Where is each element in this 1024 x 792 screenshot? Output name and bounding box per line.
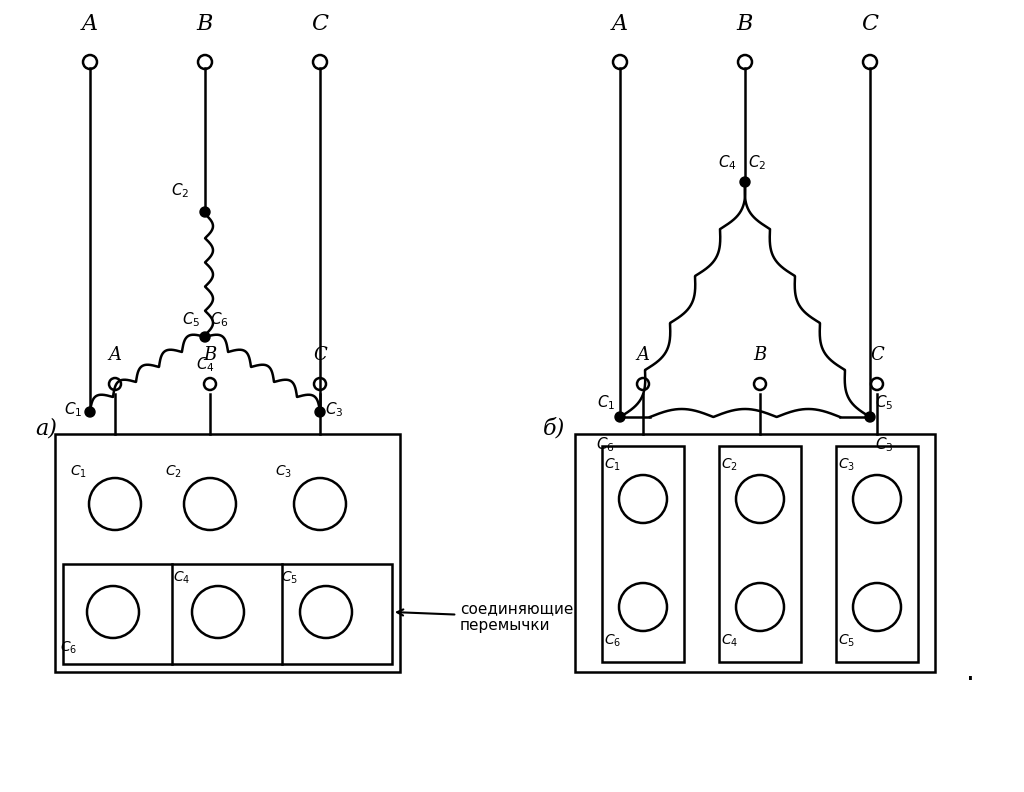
Text: A: A [109, 346, 122, 364]
Text: $C_6$: $C_6$ [60, 640, 77, 656]
Text: C: C [311, 13, 329, 35]
Text: $C_4$: $C_4$ [721, 633, 738, 649]
Text: B: B [754, 346, 767, 364]
Text: $C_3$: $C_3$ [874, 435, 894, 454]
Text: соединяющие
перемычки: соединяющие перемычки [397, 601, 573, 633]
Text: $C_1$: $C_1$ [70, 463, 87, 480]
Circle shape [200, 332, 210, 342]
Text: $C_2$: $C_2$ [748, 154, 766, 172]
Text: $C_2$: $C_2$ [721, 457, 738, 473]
Text: A: A [612, 13, 628, 35]
Circle shape [315, 407, 325, 417]
Text: $C_5$: $C_5$ [874, 394, 893, 412]
Text: б): б) [543, 417, 565, 439]
Text: $C_5$: $C_5$ [838, 633, 855, 649]
Bar [575, 434, 935, 672]
Circle shape [865, 412, 874, 422]
Bar [836, 446, 918, 662]
Bar [602, 446, 684, 662]
Bar [719, 446, 801, 662]
Text: A: A [82, 13, 98, 35]
Text: $C_5$: $C_5$ [281, 569, 298, 586]
Text: B: B [197, 13, 213, 35]
Circle shape [85, 407, 95, 417]
Text: B: B [737, 13, 754, 35]
Text: $C_3$: $C_3$ [274, 463, 292, 480]
Text: а): а) [35, 417, 57, 439]
Text: $C_1$: $C_1$ [597, 394, 615, 412]
Text: $C_1$: $C_1$ [63, 401, 82, 419]
Text: $C_6$: $C_6$ [604, 633, 622, 649]
Text: $C_4$: $C_4$ [196, 355, 214, 374]
Text: $C_4$: $C_4$ [718, 154, 737, 172]
Text: .: . [966, 658, 975, 686]
Text: $C_5$: $C_5$ [181, 310, 200, 329]
Circle shape [615, 412, 625, 422]
Bar [55, 434, 400, 672]
Text: $C_6$: $C_6$ [596, 435, 615, 454]
Text: $C_1$: $C_1$ [604, 457, 621, 473]
Text: B: B [204, 346, 217, 364]
Text: C: C [861, 13, 879, 35]
Text: $C_2$: $C_2$ [171, 181, 189, 200]
Text: $C_3$: $C_3$ [325, 401, 343, 419]
Text: $C_2$: $C_2$ [165, 463, 182, 480]
Circle shape [200, 207, 210, 217]
Text: C: C [870, 346, 884, 364]
Text: $C_6$: $C_6$ [210, 310, 228, 329]
Text: C: C [313, 346, 327, 364]
Text: A: A [637, 346, 649, 364]
Text: $C_3$: $C_3$ [838, 457, 855, 473]
Bar [63, 564, 392, 664]
Circle shape [740, 177, 750, 187]
Text: $C_4$: $C_4$ [173, 569, 190, 586]
